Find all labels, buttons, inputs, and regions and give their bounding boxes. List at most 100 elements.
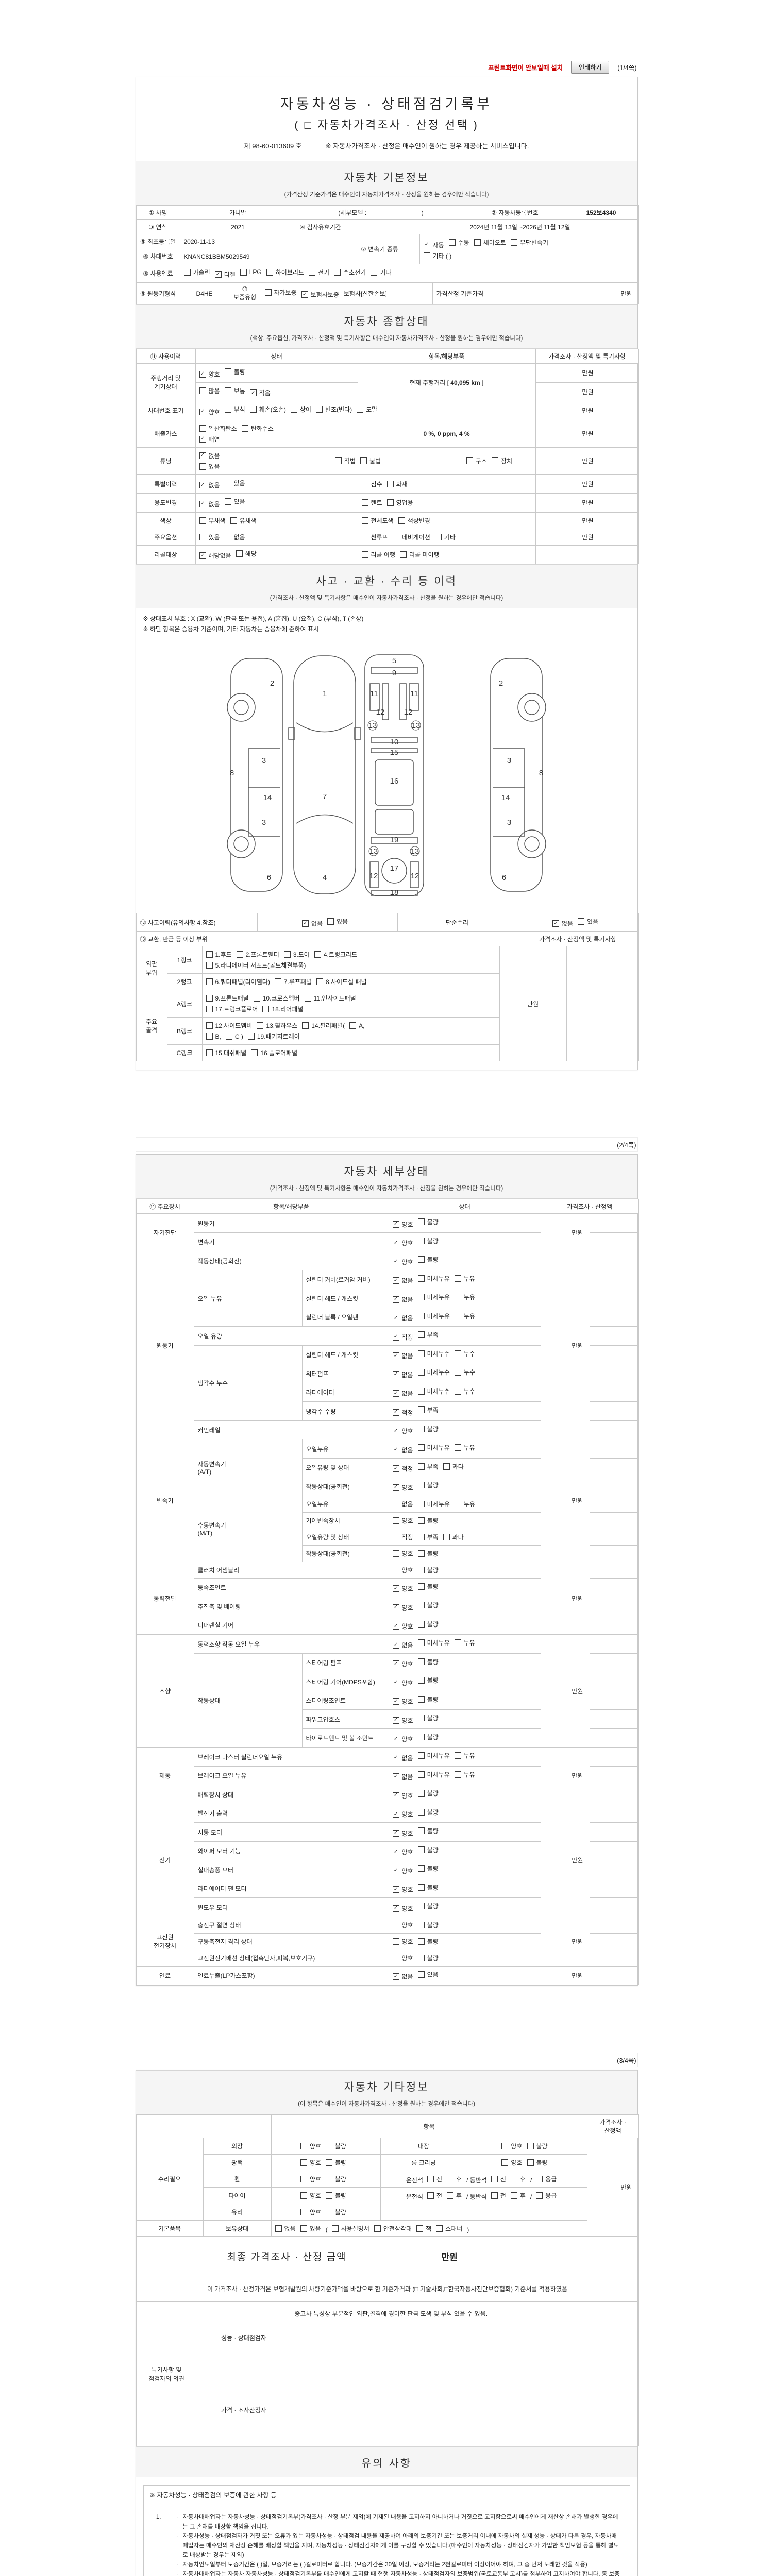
- checkbox-없음[interactable]: ✓ 없음: [392, 1972, 413, 1981]
- checkbox-불량[interactable]: 불량: [527, 2158, 548, 2167]
- checkbox-있음[interactable]: 있음: [578, 917, 598, 926]
- checkbox-전[interactable]: 전: [491, 2175, 506, 2183]
- checkbox-양호[interactable]: 양호: [392, 1921, 413, 1929]
- checkbox-양호[interactable]: 양호: [392, 1516, 413, 1525]
- checkbox-불량[interactable]: 불량: [326, 2191, 346, 2200]
- checkbox-양호[interactable]: ✓ 양호: [392, 1904, 413, 1913]
- checkbox-불량[interactable]: 불량: [417, 1954, 439, 1962]
- checkbox-10.크로스멤버[interactable]: 10.크로스멤버: [253, 994, 300, 1003]
- checkbox-전[interactable]: 전: [427, 2175, 442, 2183]
- checkbox-리콜 이행[interactable]: 리콜 이행: [361, 550, 395, 559]
- checkbox-양호[interactable]: 양호: [392, 1566, 413, 1574]
- checkbox-부식[interactable]: 부식: [224, 405, 245, 414]
- checkbox-미세누수[interactable]: 미세누수: [417, 1349, 450, 1358]
- checkbox-양호[interactable]: 양호: [300, 2158, 321, 2167]
- checkbox-A,[interactable]: A,: [349, 1022, 364, 1029]
- checkbox-많음[interactable]: 많음: [199, 386, 220, 395]
- checkbox-과다[interactable]: 과다: [443, 1533, 464, 1541]
- checkbox-양호[interactable]: 양호: [300, 2142, 321, 2150]
- checkbox-양호[interactable]: ✓ 양호: [392, 1659, 413, 1668]
- checkbox-없음[interactable]: 없음: [275, 2224, 296, 2233]
- checkbox-후[interactable]: 후: [446, 2175, 462, 2183]
- checkbox-없음[interactable]: ✓ 없음: [552, 919, 573, 928]
- checkbox-있음[interactable]: 있음: [300, 2224, 321, 2233]
- checkbox-없음[interactable]: ✓ 없음: [392, 1754, 413, 1762]
- checkbox-양호[interactable]: ✓ 양호: [392, 1679, 413, 1687]
- checkbox-응급[interactable]: 응급: [536, 2175, 557, 2183]
- checkbox-불량[interactable]: 불량: [417, 1902, 439, 1910]
- checkbox-누수[interactable]: 누수: [454, 1387, 475, 1396]
- checkbox-불량[interactable]: 불량: [417, 1236, 439, 1245]
- checkbox-불량[interactable]: 불량: [417, 1676, 439, 1685]
- checkbox-도말[interactable]: 도말: [357, 405, 377, 414]
- checkbox-미세누유[interactable]: 미세누유: [417, 1312, 450, 1320]
- checkbox-영업용[interactable]: 영업용: [386, 498, 413, 507]
- checkbox-보통[interactable]: 보통: [224, 386, 245, 395]
- checkbox-적정[interactable]: ✓ 적정: [392, 1333, 413, 1342]
- checkbox-화재[interactable]: 화재: [386, 480, 408, 488]
- checkbox-전기[interactable]: 전기: [308, 268, 329, 277]
- checkbox-양호[interactable]: 양호: [392, 1549, 413, 1558]
- checkbox-2.프론트휀더[interactable]: 2.프론트휀더: [236, 950, 279, 959]
- checkbox-양호[interactable]: ✓ 양호: [392, 1791, 413, 1800]
- checkbox-보험사보증[interactable]: ✓ 보험사보증: [301, 290, 339, 299]
- checkbox-18.리어패널[interactable]: 18.리어패널: [262, 1005, 303, 1013]
- checkbox-양호[interactable]: 양호: [300, 2175, 321, 2183]
- checkbox-수동[interactable]: 수동: [448, 238, 469, 247]
- checkbox-변조(변타)[interactable]: 변조(변타): [315, 405, 352, 414]
- checkbox-양호[interactable]: ✓ 양호: [392, 1829, 413, 1838]
- checkbox-잭[interactable]: 잭: [416, 2224, 431, 2233]
- checkbox-미세누유[interactable]: 미세누유: [417, 1770, 450, 1779]
- checkbox-미세누유[interactable]: 미세누유: [417, 1500, 450, 1509]
- checkbox-유채색[interactable]: 유채색: [230, 516, 257, 525]
- checkbox-자동[interactable]: ✓ 자동: [423, 241, 444, 249]
- checkbox-불량[interactable]: 불량: [417, 1481, 439, 1489]
- checkbox-없음[interactable]: ✓ 없음: [392, 1389, 413, 1398]
- checkbox-기타[interactable]: 기타: [434, 533, 456, 541]
- checkbox-6.쿼터패널(리어휀다)[interactable]: 6.쿼터패널(리어휀다): [206, 977, 270, 986]
- checkbox-없음[interactable]: ✓ 없음: [392, 1370, 413, 1379]
- checkbox-안전삼각대[interactable]: 안전삼각대: [374, 2224, 412, 2233]
- checkbox-양호[interactable]: ✓ 양호: [392, 1885, 413, 1894]
- checkbox-누유[interactable]: 누유: [454, 1751, 475, 1760]
- checkbox-양호[interactable]: 양호: [300, 2208, 321, 2216]
- checkbox-불량[interactable]: 불량: [417, 1714, 439, 1722]
- checkbox-탄화수소[interactable]: 탄화수소: [241, 424, 274, 433]
- checkbox-해당없음[interactable]: ✓ 해당없음: [199, 551, 231, 560]
- checkbox-양호[interactable]: ✓ 양호: [392, 1584, 413, 1593]
- checkbox-양호[interactable]: ✓ 양호: [199, 408, 220, 416]
- checkbox-무단변속기[interactable]: 무단변속기: [510, 238, 548, 247]
- checkbox-과다[interactable]: 과다: [443, 1462, 464, 1471]
- checkbox-없음[interactable]: ✓ 없음: [199, 451, 220, 460]
- checkbox-불량[interactable]: 불량: [417, 1808, 439, 1817]
- checkbox-후[interactable]: 후: [446, 2191, 462, 2200]
- checkbox-누유[interactable]: 누유: [454, 1500, 475, 1509]
- checkbox-부족[interactable]: 부족: [417, 1533, 439, 1541]
- checkbox-불량[interactable]: 불량: [417, 1217, 439, 1226]
- checkbox-미세누유[interactable]: 미세누유: [417, 1443, 450, 1452]
- checkbox-미세누유[interactable]: 미세누유: [417, 1274, 450, 1283]
- checkbox-누수[interactable]: 누수: [454, 1368, 475, 1377]
- checkbox-디젤[interactable]: ✓ 디젤: [214, 270, 236, 279]
- checkbox-불량[interactable]: 불량: [417, 1826, 439, 1835]
- checkbox-적정[interactable]: 적정: [392, 1533, 413, 1541]
- checkbox-불량[interactable]: 불량: [326, 2142, 346, 2150]
- checkbox-전[interactable]: 전: [491, 2191, 506, 2200]
- checkbox-미세누수[interactable]: 미세누수: [417, 1387, 450, 1396]
- checkbox-없음[interactable]: ✓ 없음: [301, 919, 323, 928]
- checkbox-불량[interactable]: 불량: [417, 1921, 439, 1929]
- checkbox-부족[interactable]: 부족: [417, 1330, 439, 1339]
- checkbox-양호[interactable]: ✓ 양호: [392, 1622, 413, 1631]
- checkbox-불량[interactable]: 불량: [417, 1425, 439, 1433]
- checkbox-불량[interactable]: 불량: [417, 1657, 439, 1666]
- checkbox-누유[interactable]: 누유: [454, 1293, 475, 1301]
- checkbox-15.대쉬패널[interactable]: 15.대쉬패널: [206, 1048, 246, 1057]
- checkbox-없음[interactable]: ✓ 없음: [392, 1314, 413, 1323]
- checkbox-양호[interactable]: 양호: [501, 2158, 523, 2167]
- checkbox-스패너[interactable]: 스패너: [436, 2224, 462, 2233]
- checkbox-없음[interactable]: ✓ 없음: [392, 1446, 413, 1454]
- checkbox-양호[interactable]: ✓ 양호: [199, 370, 220, 379]
- checkbox-구조[interactable]: 구조: [466, 456, 487, 465]
- checkbox-사용설명서[interactable]: 사용설명서: [331, 2224, 369, 2233]
- checkbox-기타[interactable]: 기타: [371, 268, 391, 277]
